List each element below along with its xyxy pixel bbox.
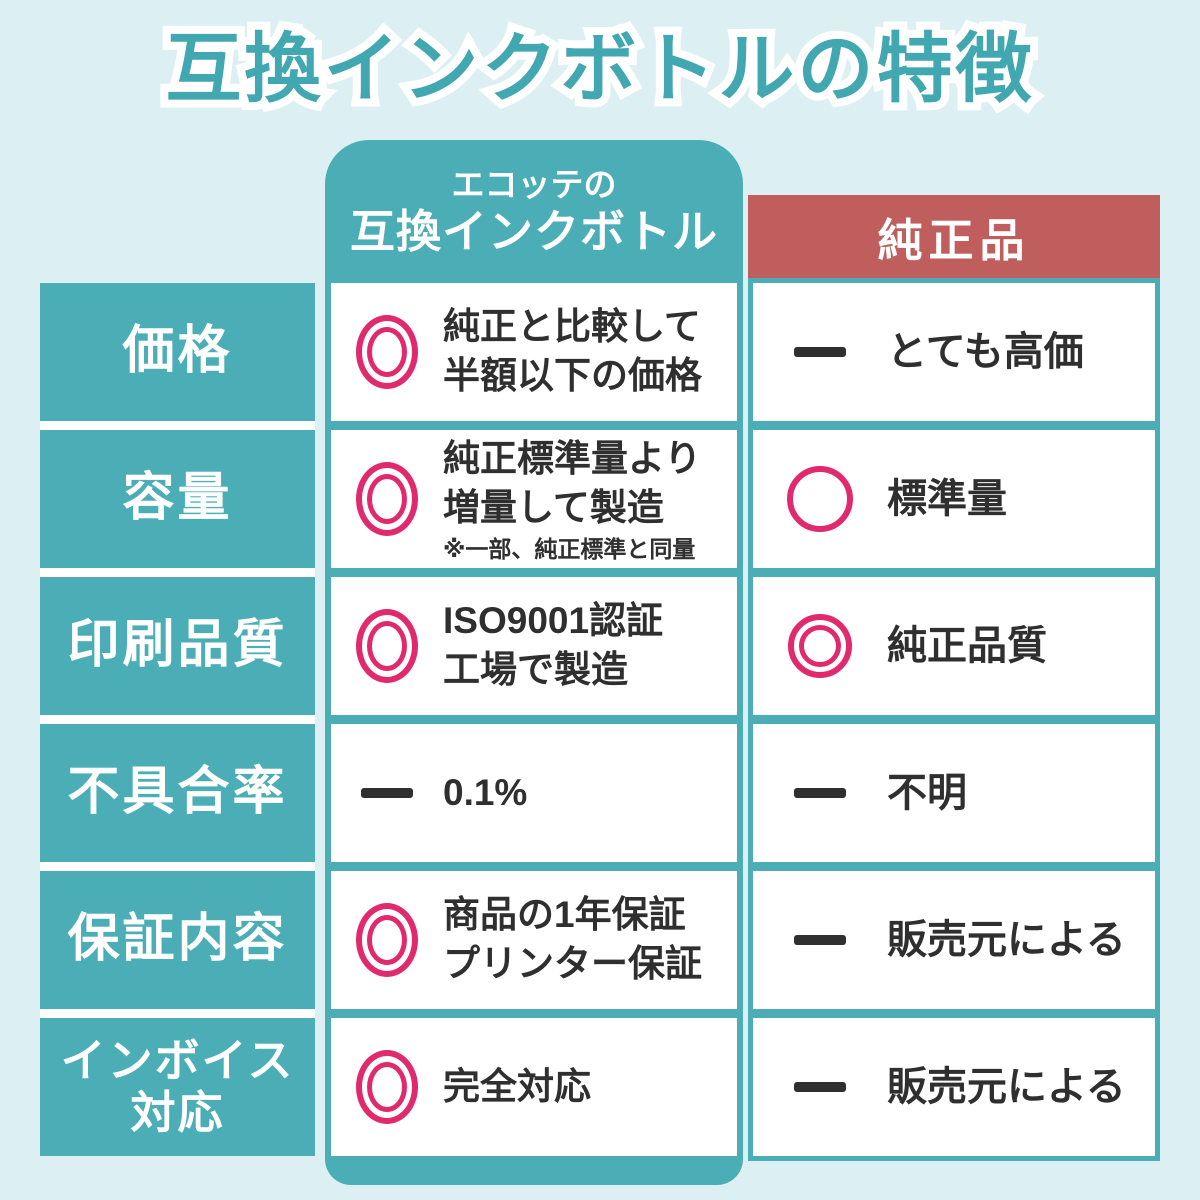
cell-main-text: 純正品質 <box>887 623 1047 668</box>
compat-product-name: 互換インクボトル <box>349 206 718 258</box>
row-label-column: 価格 容量 印刷品質 不具合率 保証内容 インボイス 対応 <box>40 283 315 1156</box>
row-label-price: 価格 <box>40 283 315 421</box>
compat-cell-invoice: 完全対応 <box>331 1018 737 1156</box>
compat-cell-text: 0.1% <box>443 769 527 818</box>
double-circle-icon <box>331 577 443 715</box>
compat-cell-defect-rate: 0.1% <box>331 724 737 862</box>
cell-main-text: 販売元による <box>887 917 1126 962</box>
compat-cell-text: ISO9001認証 工場で製造 <box>443 597 663 695</box>
cell-main-text: 販売元による <box>887 1064 1126 1109</box>
row-label-warranty: 保証内容 <box>40 871 315 1009</box>
genuine-cell-text: 純正品質 <box>887 620 1047 673</box>
compat-cell-text: 商品の1年保証 プリンター保証 <box>443 891 702 989</box>
genuine-cell-text: 不明 <box>887 767 967 820</box>
genuine-cell-defect-rate: 不明 <box>753 724 1155 862</box>
cell-main-text: 純正と比較して 半額以下の価格 <box>443 306 702 396</box>
genuine-cell-text: とても高価 <box>887 326 1084 379</box>
genuine-cell-print-quality: 純正品質 <box>753 577 1155 715</box>
single-circle-icon <box>753 430 887 568</box>
cell-main-text: 標準量 <box>887 476 1007 521</box>
compat-cell-text: 純正と比較して 半額以下の価格 <box>443 303 702 401</box>
compat-cell-text: 完全対応 <box>443 1063 591 1112</box>
double-circle-icon <box>331 430 443 568</box>
genuine-column: とても高価 標準量 純正品質 不明 販売元による <box>748 278 1160 1161</box>
dash-icon <box>753 1018 887 1156</box>
row-label-invoice: インボイス 対応 <box>40 1018 315 1156</box>
compat-cell-text: 純正標準量より 増量して製造 ※一部、純正標準と同量 <box>443 435 701 563</box>
genuine-cell-warranty: 販売元による <box>753 871 1155 1009</box>
row-divider <box>40 862 315 871</box>
compat-cell-print-quality: ISO9001認証 工場で製造 <box>331 577 737 715</box>
row-divider <box>40 568 315 577</box>
genuine-cell-capacity: 標準量 <box>753 430 1155 568</box>
row-label-defect-rate: 不具合率 <box>40 724 315 862</box>
cell-main-text: ISO9001認証 工場で製造 <box>443 600 664 690</box>
dash-icon <box>753 724 887 862</box>
genuine-cell-text: 標準量 <box>887 473 1007 526</box>
compat-cell-price: 純正と比較して 半額以下の価格 <box>331 283 737 421</box>
double-circle-icon <box>331 871 443 1009</box>
cell-main-text: 純正標準量より 増量して製造 <box>443 437 702 528</box>
page-title: 互換インクボトルの特徴 互換インクボトルの特徴 <box>0 19 1200 130</box>
dash-icon <box>753 283 887 421</box>
compat-column-header: エコッテの 互換インクボトル <box>325 140 743 283</box>
cell-main-text: とても高価 <box>887 329 1084 374</box>
row-label-capacity: 容量 <box>40 430 315 568</box>
page-title-outline: 互換インクボトルの特徴 <box>158 19 1040 120</box>
brand-name: エコッテの <box>451 165 617 203</box>
double-circle-icon <box>331 283 443 421</box>
row-label-print-quality: 印刷品質 <box>40 577 315 715</box>
double-circle-icon <box>331 1018 443 1156</box>
double-circle-icon <box>753 577 887 715</box>
dash-icon <box>753 871 887 1009</box>
cell-main-text: 商品の1年保証 プリンター保証 <box>443 894 702 984</box>
cell-main-text: 不明 <box>887 770 967 815</box>
row-divider <box>40 715 315 724</box>
compat-cell-warranty: 商品の1年保証 プリンター保証 <box>331 871 737 1009</box>
compat-cell-capacity: 純正標準量より 増量して製造 ※一部、純正標準と同量 <box>331 430 737 568</box>
cell-note-text: ※一部、純正標準と同量 <box>443 535 696 562</box>
genuine-cell-text: 販売元による <box>887 914 1126 967</box>
dash-icon <box>331 724 443 862</box>
compat-column-card: エコッテの 互換インクボトル 純正と比較して 半額以下の価格 純正標準量より 増… <box>325 140 743 1185</box>
genuine-column-header: 純正品 <box>748 195 1160 278</box>
cell-main-text: 完全対応 <box>443 1065 591 1107</box>
row-divider <box>40 421 315 430</box>
row-divider <box>40 1009 315 1018</box>
page-title-text: 互換インクボトルの特徴 <box>165 27 1035 112</box>
genuine-cell-price: とても高価 <box>753 283 1155 421</box>
genuine-cell-invoice: 販売元による <box>753 1018 1155 1156</box>
genuine-cell-text: 販売元による <box>887 1061 1126 1114</box>
cell-main-text: 0.1% <box>443 771 528 813</box>
